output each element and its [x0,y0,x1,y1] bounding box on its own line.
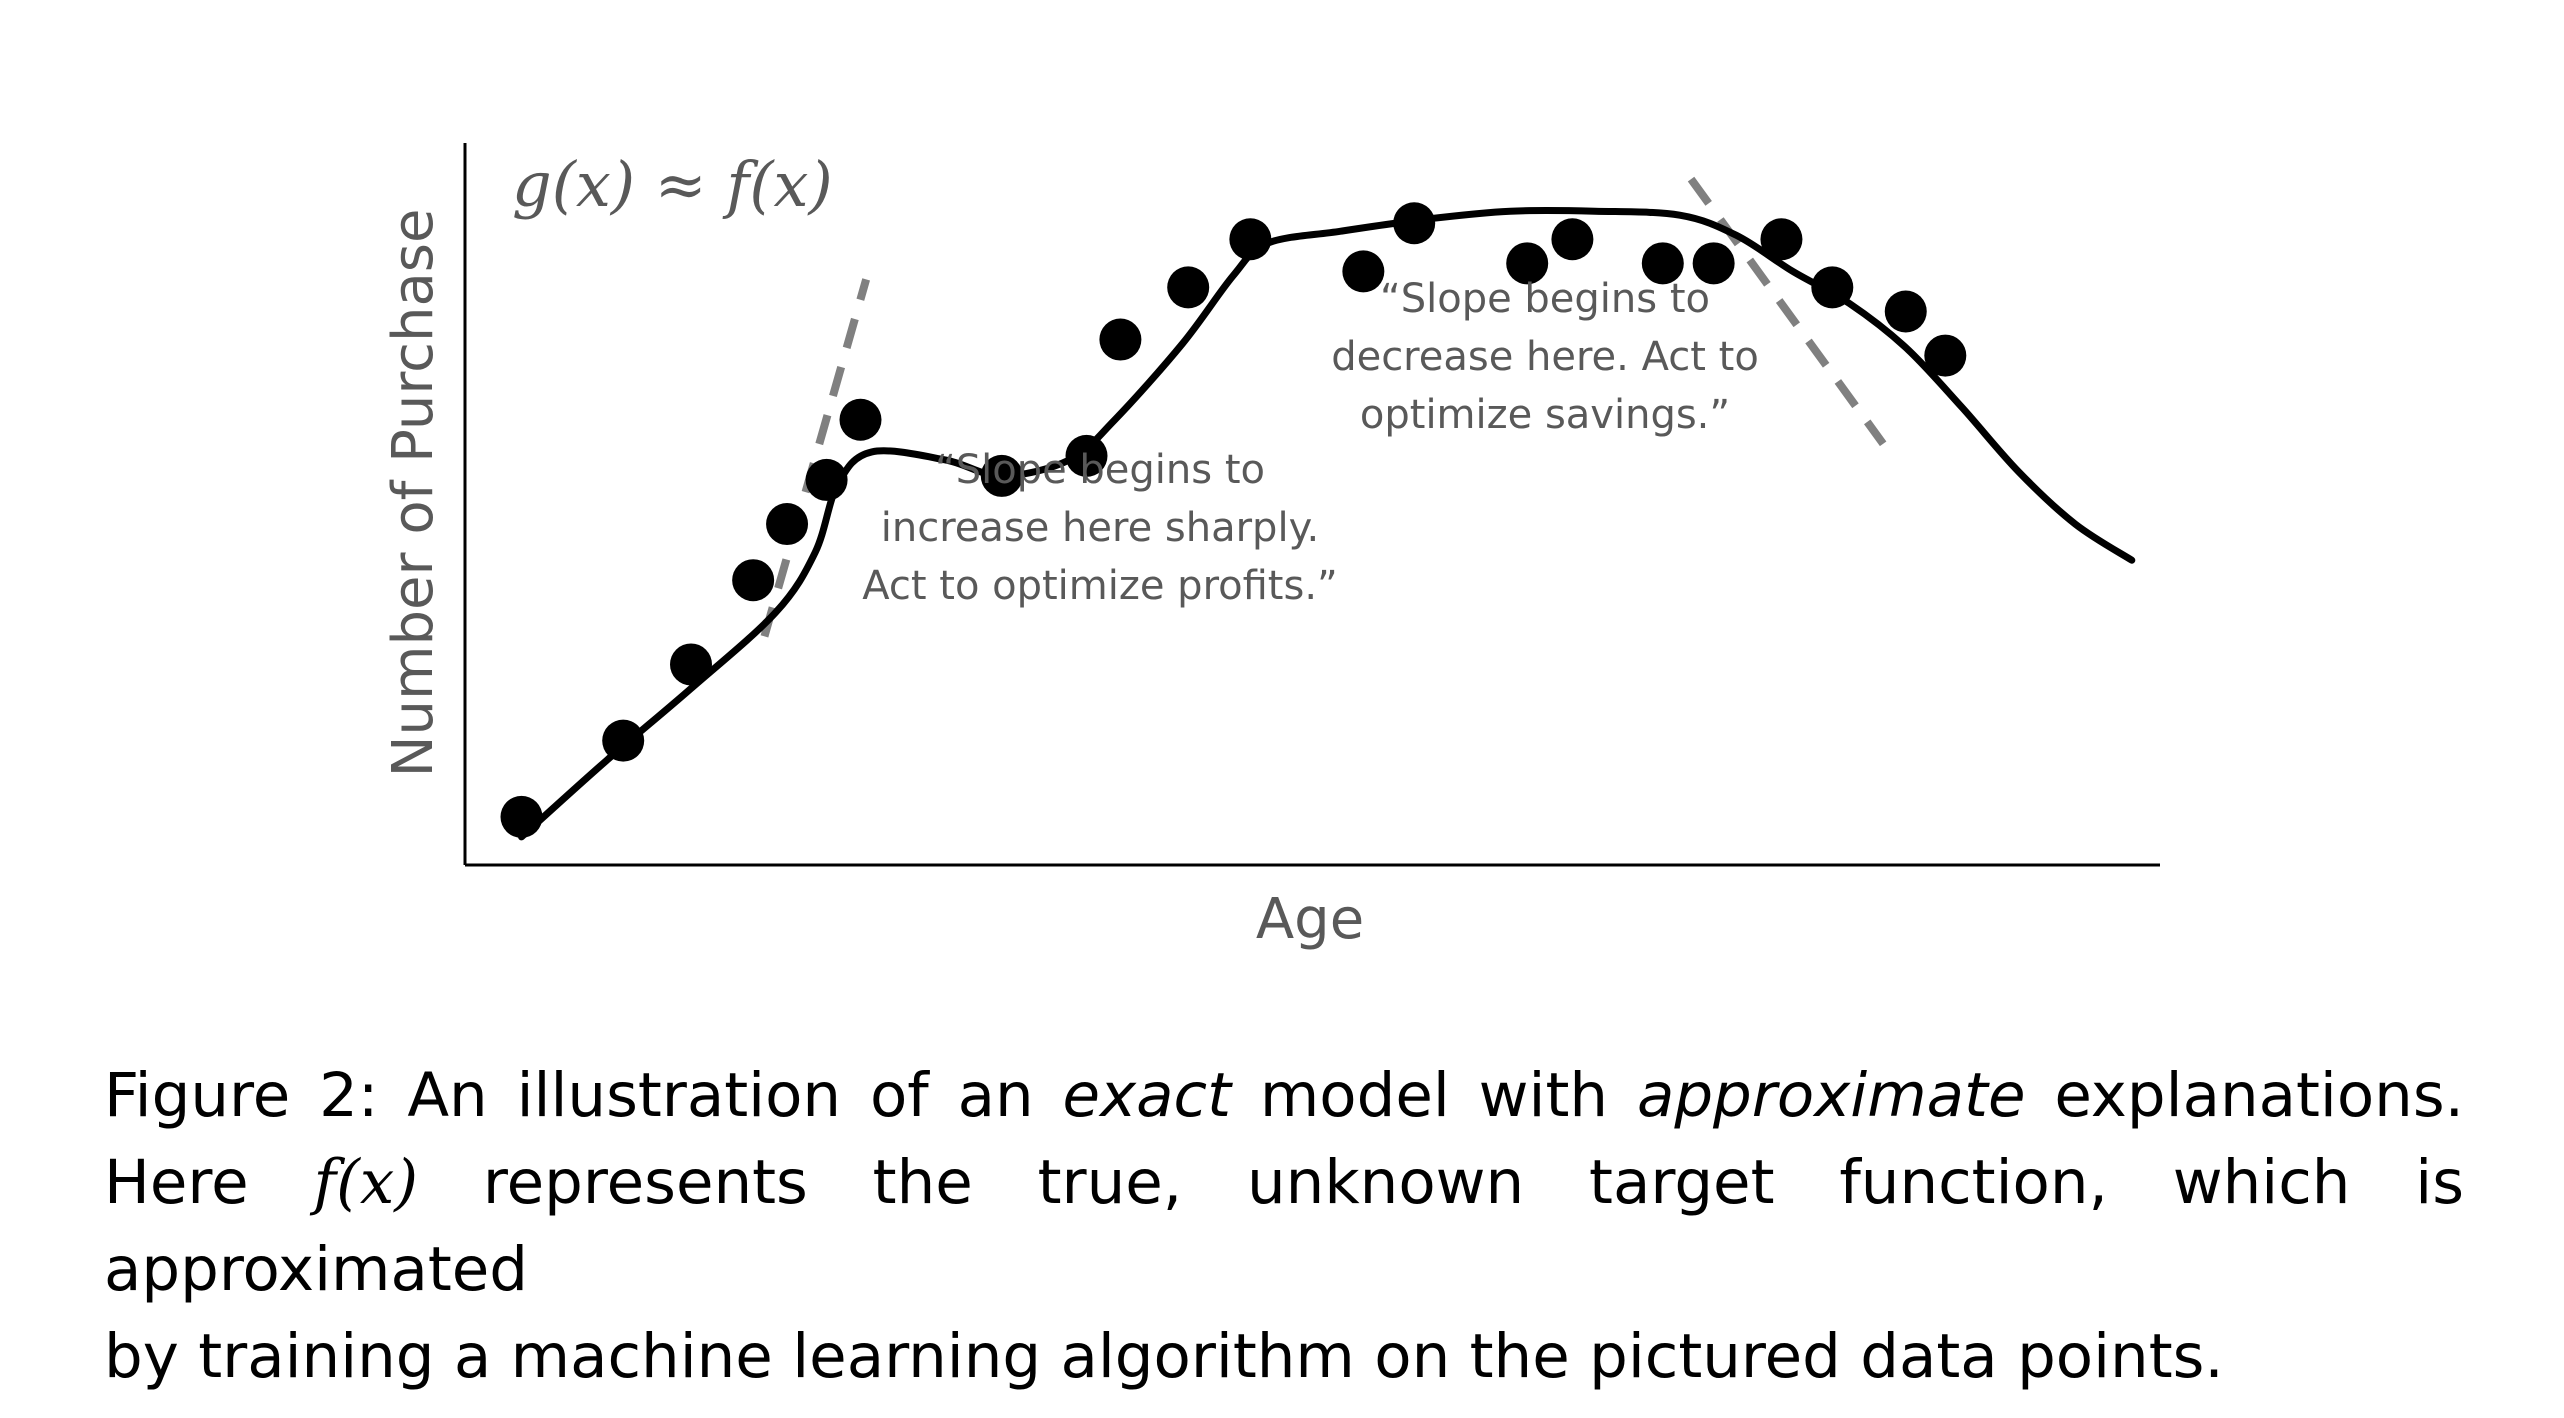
y-axis-label: Number of Purchase [381,209,446,778]
data-point [1884,290,1927,333]
data-point [839,398,882,441]
data-point [1342,250,1385,293]
data-point [670,643,712,686]
caption-line: Figure 2: An illustration of an exact mo… [104,1052,2464,1139]
data-point [1393,202,1436,245]
tangent-line-2 [1687,176,1887,447]
data-point [1065,434,1108,477]
data-point [1506,242,1549,285]
data-point [602,719,645,762]
tangent-line-1 [760,278,870,638]
data-point [980,454,1023,497]
annotation-increase-line: Act to optimize profits.” [862,563,1338,609]
data-point [500,795,543,838]
caption-math-fx: f(x) [313,1147,419,1218]
caption-line: Here f(x) represents the true, unknown t… [104,1139,2464,1313]
data-point [1167,266,1210,309]
data-point [1641,242,1684,285]
caption-text: by training a machine learning algorithm… [104,1321,2224,1392]
data-point [1760,218,1803,261]
data-points [500,202,1967,838]
annotation-decrease-line: decrease here. Act to [1331,334,1759,380]
data-point [732,559,775,602]
data-point [805,458,848,501]
formula-label: g(x) ≈ f(x) [512,148,833,221]
caption-text: model with [1231,1060,1637,1131]
data-point [1229,218,1272,261]
caption-text: represents the true, unknown target func… [104,1147,2464,1305]
data-point [1099,318,1142,361]
tangent-lines [760,176,1887,638]
annotation-increase: “Slope begins to increase here sharply. … [862,447,1338,609]
data-point [1551,218,1594,261]
data-point [1811,266,1854,309]
caption-emphasis-approximate: approximate [1636,1060,2026,1131]
annotation-decrease-line: “Slope begins to [1380,276,1710,322]
caption-emphasis-exact: exact [1062,1060,1231,1131]
annotation-decrease: “Slope begins to decrease here. Act to o… [1331,276,1759,438]
annotation-decrease-line: optimize savings.” [1360,392,1730,438]
caption-text: Here [104,1147,314,1218]
data-point [766,503,809,546]
figure-caption: Figure 2: An illustration of an exact mo… [104,1052,2464,1400]
chart: g(x) ≈ f(x) Age Number of Purchase “Slop… [381,143,2160,952]
data-point [1924,334,1967,377]
annotation-increase-line: “Slope begins to [935,447,1265,493]
x-axis-label: Age [1256,887,1364,952]
axes [463,143,2160,867]
caption-text: Figure 2: An illustration of an [104,1060,1063,1131]
annotation-increase-line: increase here sharply. [881,505,1320,551]
data-point [1692,242,1735,285]
caption-line: by training a machine learning algorithm… [104,1313,2464,1400]
caption-text: explanations. [2025,1060,2465,1131]
